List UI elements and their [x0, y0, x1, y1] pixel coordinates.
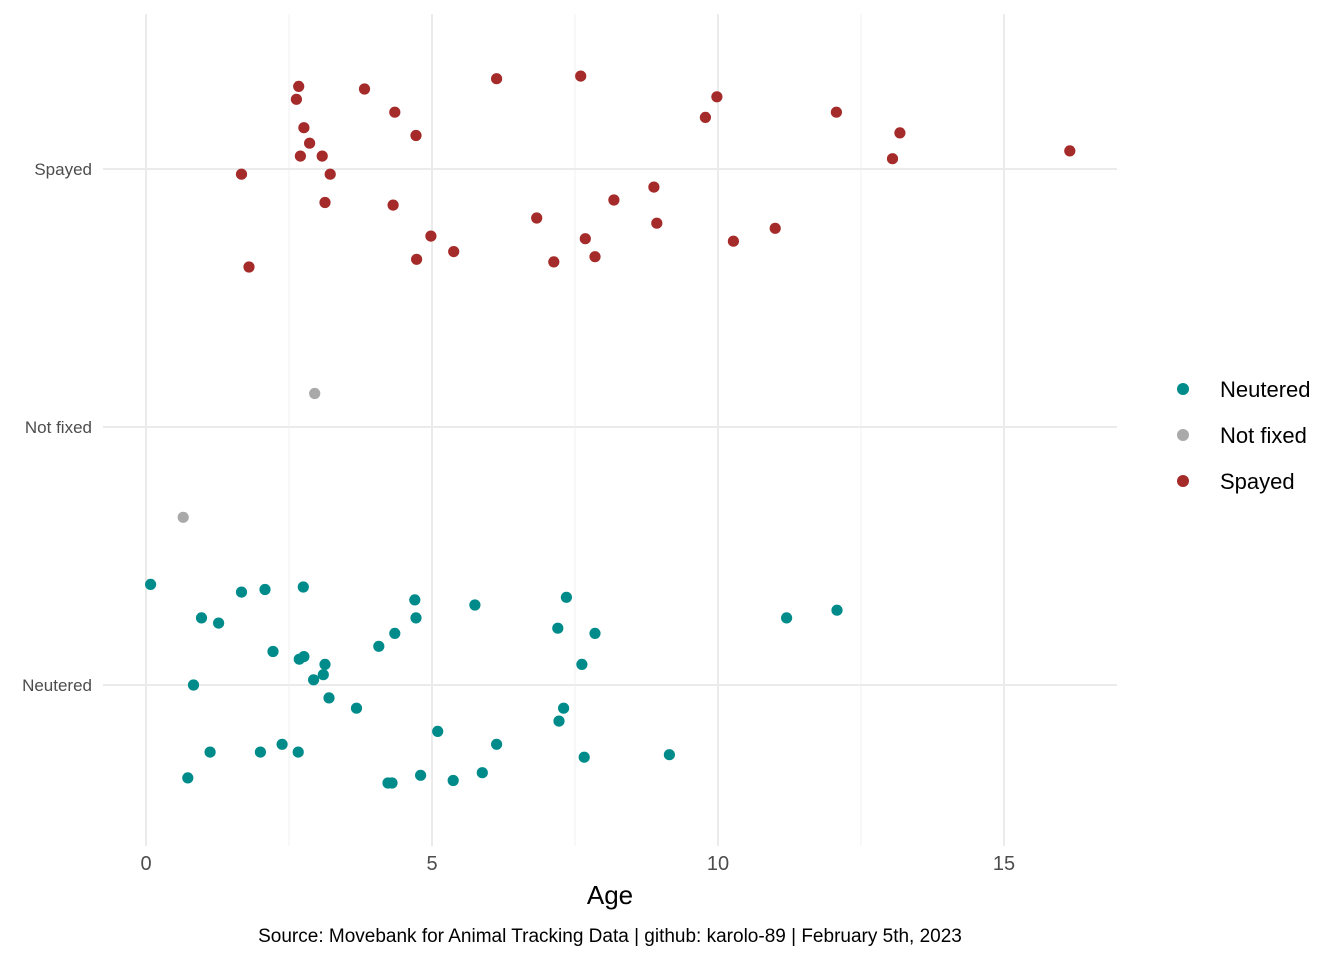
- data-point: [491, 73, 503, 85]
- data-point: [259, 583, 271, 596]
- data-points: [145, 70, 1076, 789]
- legend-label: Not fixed: [1220, 423, 1307, 448]
- data-point: [425, 230, 437, 242]
- data-point: [213, 617, 225, 629]
- data-point: [415, 769, 427, 781]
- legend: Neutered Not fixed Spayed: [1177, 377, 1311, 494]
- data-point: [531, 212, 543, 224]
- data-point: [409, 594, 421, 606]
- data-point: [663, 749, 676, 761]
- data-point: [323, 692, 335, 704]
- data-point: [267, 645, 279, 658]
- data-point: [548, 256, 560, 268]
- data-point: [589, 251, 601, 263]
- x-axis-tick-labels: 0 5 10 15: [140, 853, 1015, 875]
- major-gridlines: [103, 14, 1117, 846]
- data-point: [576, 658, 588, 671]
- data-point: [886, 153, 899, 165]
- data-point: [831, 604, 843, 616]
- legend-key: [1177, 429, 1189, 441]
- y-axis-tick-labels: Neutered Not fixed Spayed: [22, 160, 92, 695]
- y-tick-label: Not fixed: [25, 418, 92, 437]
- data-point: [290, 93, 302, 105]
- data-point: [319, 658, 331, 671]
- data-point: [386, 777, 398, 789]
- x-tick-label: 5: [426, 853, 437, 875]
- data-point: [608, 194, 620, 206]
- legend-label: Neutered: [1220, 377, 1311, 402]
- data-point: [651, 217, 663, 229]
- data-point: [235, 586, 248, 598]
- data-point: [373, 640, 385, 652]
- data-point: [447, 774, 459, 787]
- data-point: [553, 715, 565, 727]
- y-tick-label: Spayed: [34, 160, 92, 179]
- data-point: [304, 137, 316, 149]
- data-point: [699, 111, 712, 123]
- data-point: [319, 196, 331, 209]
- data-point: [648, 181, 660, 193]
- data-point: [560, 591, 573, 603]
- data-point: [1064, 145, 1076, 157]
- data-point: [177, 511, 189, 523]
- x-tick-label: 0: [140, 853, 151, 875]
- data-point: [182, 772, 194, 784]
- x-axis-title: Age: [587, 880, 633, 910]
- data-point: [387, 199, 399, 211]
- legend-key: [1177, 475, 1189, 487]
- data-point: [294, 150, 306, 162]
- data-point: [469, 599, 481, 611]
- data-point: [830, 106, 843, 118]
- data-point: [894, 127, 906, 139]
- data-point: [552, 622, 564, 634]
- minor-gridlines: [288, 14, 862, 846]
- data-point: [324, 168, 336, 180]
- data-point: [491, 738, 503, 750]
- data-point: [476, 767, 488, 779]
- data-point: [298, 122, 310, 134]
- data-point: [389, 106, 401, 118]
- data-point: [308, 674, 320, 686]
- data-point: [781, 612, 793, 624]
- data-point: [350, 702, 363, 714]
- data-point: [276, 738, 288, 750]
- data-point: [204, 746, 216, 758]
- data-point: [254, 746, 266, 758]
- data-point: [292, 746, 304, 758]
- data-point: [316, 150, 328, 162]
- data-point: [578, 751, 590, 763]
- data-point: [243, 261, 255, 273]
- data-point: [769, 222, 781, 234]
- data-point: [389, 627, 401, 640]
- data-point: [317, 669, 329, 681]
- data-point: [410, 612, 422, 624]
- data-point: [195, 612, 208, 624]
- data-point: [448, 246, 460, 258]
- legend-label: Spayed: [1220, 469, 1295, 494]
- data-point: [187, 679, 200, 691]
- data-point: [575, 70, 587, 82]
- data-point: [432, 725, 444, 738]
- chart-caption: Source: Movebank for Animal Tracking Dat…: [258, 926, 962, 947]
- data-point: [309, 387, 321, 400]
- y-tick-label: Neutered: [22, 676, 92, 695]
- data-point: [411, 253, 423, 265]
- legend-key: [1177, 383, 1189, 395]
- data-point: [358, 83, 371, 95]
- data-point: [235, 168, 248, 180]
- data-point: [298, 651, 310, 663]
- data-point: [293, 80, 305, 92]
- data-point: [589, 627, 601, 640]
- data-point: [297, 581, 309, 593]
- data-point: [711, 91, 723, 103]
- data-point: [579, 233, 591, 245]
- data-point: [727, 235, 740, 247]
- data-point: [558, 702, 570, 714]
- x-tick-label: 10: [707, 853, 729, 875]
- data-point: [145, 578, 157, 591]
- data-point: [410, 129, 422, 142]
- x-tick-label: 15: [993, 853, 1015, 875]
